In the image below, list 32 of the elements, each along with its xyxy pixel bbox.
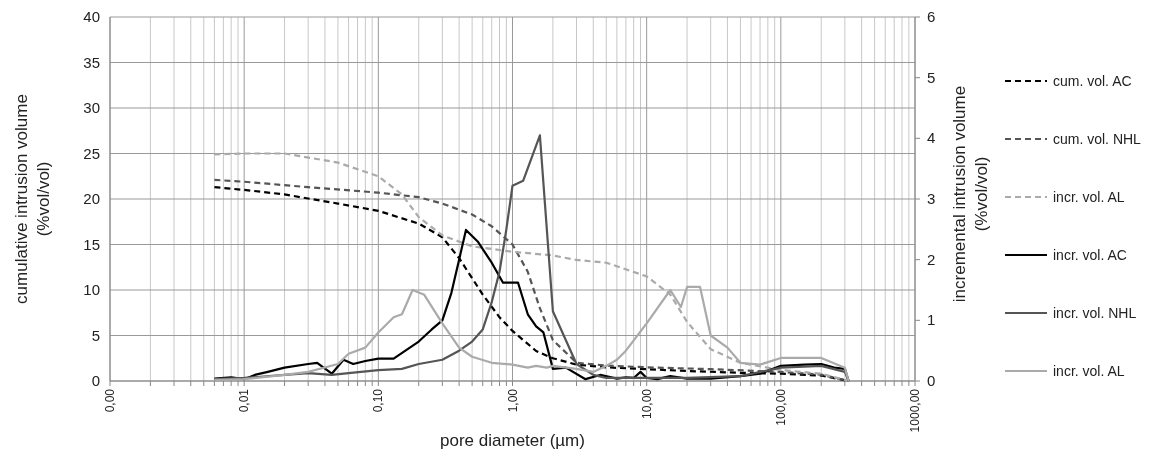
x-tick-label: 10,00 [639, 388, 654, 420]
y2-tick-label: 5 [927, 68, 936, 86]
legend-label: cum. vol. AC [1053, 73, 1132, 89]
y2-tick-label: 3 [927, 190, 936, 207]
x-tick-label: 0,10 [371, 388, 386, 413]
y-tick-label: 30 [83, 99, 100, 116]
y-axis-title: cumulative intrusion volume (%vol/vol) [12, 94, 53, 304]
y-tick-label: 15 [83, 235, 100, 253]
x-tick-label: 1000,00 [908, 388, 922, 433]
x-axis-title: pore diameter (µm) [440, 431, 585, 450]
y-tick-label: 35 [83, 53, 100, 71]
y-tick-label: 25 [83, 144, 100, 162]
y2-tick-label: 0 [927, 372, 936, 389]
y2-axis-title: incremental intrusion volume (%vol/vol) [950, 85, 991, 303]
legend-label: incr. vol. NHL [1053, 305, 1137, 321]
x-tick-label: 1,00 [505, 388, 520, 413]
y2-tick-label: 1 [927, 311, 936, 329]
y2-tick-label: 6 [927, 8, 936, 25]
y-tick-label: 0 [91, 372, 100, 389]
legend-label: incr. vol. AL [1053, 363, 1125, 379]
y2-tick-label: 4 [927, 129, 936, 147]
legend-label: incr. vol. AL [1053, 189, 1125, 205]
x-tick-label: 100,00 [773, 388, 788, 426]
y-tick-label: 40 [83, 8, 100, 25]
legend-label: cum. vol. NHL [1053, 131, 1142, 147]
x-tick-label: 0,01 [237, 388, 252, 413]
y-tick-label: 20 [83, 190, 100, 207]
y-tick-label: 10 [83, 281, 100, 298]
x-tick-label: 0,00 [103, 388, 117, 413]
y-tick-label: 5 [91, 326, 100, 344]
legend-label: incr. vol. AC [1053, 247, 1127, 263]
y2-tick-label: 2 [927, 250, 936, 268]
